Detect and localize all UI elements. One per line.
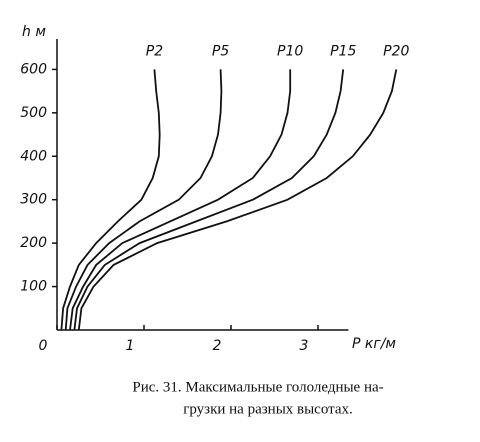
y-tick-label: 200 xyxy=(20,235,47,251)
caption-line: грузки на разных высотах. xyxy=(183,401,353,417)
curve xyxy=(60,69,161,331)
x-tick-label: 2 xyxy=(213,338,222,354)
x-tick-label: 1 xyxy=(126,338,135,354)
series-label: P20 xyxy=(383,43,409,59)
series-label: P2 xyxy=(146,43,163,59)
y-axis-label: h м xyxy=(22,24,46,40)
y-tick-label: 400 xyxy=(20,148,47,164)
x-axis-label: P кг/м xyxy=(352,336,396,352)
series-label: P5 xyxy=(212,43,229,59)
curve xyxy=(69,69,292,331)
y-tick-label: 500 xyxy=(20,105,47,121)
caption-line: Рис. 31. Максимальные гололедные на- xyxy=(132,379,383,395)
x-tick-label: 3 xyxy=(300,338,309,354)
y-tick-label: 600 xyxy=(20,61,47,77)
series-label: P10 xyxy=(277,43,303,59)
y-tick-label: 100 xyxy=(20,279,47,295)
curve xyxy=(73,69,345,331)
curve xyxy=(64,69,223,331)
curve xyxy=(77,69,398,331)
series-label: P15 xyxy=(330,43,356,59)
x-tick-label: 0 xyxy=(39,338,48,354)
y-tick-label: 300 xyxy=(20,192,47,208)
